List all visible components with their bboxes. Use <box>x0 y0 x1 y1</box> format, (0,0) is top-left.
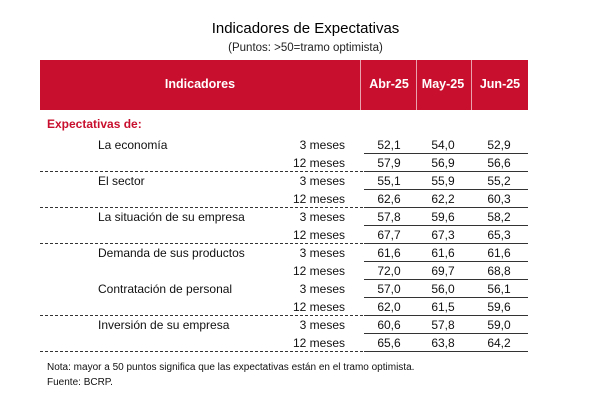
cell-value: 61,5 <box>431 300 455 314</box>
cell-value: 59,0 <box>487 318 511 332</box>
table-row: 12 meses 67,7 67,3 65,3 <box>40 226 528 244</box>
footnote: Nota: mayor a 50 puntos significa que la… <box>47 362 415 373</box>
table-group: La economía 3 meses 52,1 54,0 52,9 12 meses 57… <box>40 136 528 172</box>
table-group: Contratación de personal 3 meses 57,0 56,0 5… <box>40 280 528 316</box>
cell-underline <box>364 279 528 280</box>
cell-value: 56,1 <box>487 282 511 296</box>
row-horizon: 12 meses <box>292 156 345 170</box>
table-row: 12 meses 57,9 56,9 56,6 <box>40 154 528 172</box>
group-divider <box>40 243 528 244</box>
cell-underline <box>364 153 528 154</box>
expectations-table: Indicadores Abr-25 May-25 Jun-25 Expecta… <box>40 60 528 352</box>
cell-value: 62,6 <box>377 192 401 206</box>
row-horizon: 12 meses <box>292 336 345 350</box>
header-col-may: May-25 <box>421 77 465 91</box>
table-row: El sector 3 meses 55,1 55,9 55,2 <box>40 172 528 190</box>
cell-underline <box>364 261 528 262</box>
cell-underline <box>364 189 528 190</box>
cell-value: 59,6 <box>487 300 511 314</box>
cell-value: 60,6 <box>377 318 401 332</box>
table-row: 12 meses 62,6 62,2 60,3 <box>40 190 528 208</box>
cell-value: 58,2 <box>487 210 511 224</box>
row-horizon: 3 meses <box>299 174 345 188</box>
cell-value: 57,8 <box>431 318 455 332</box>
cell-value: 62,0 <box>377 300 401 314</box>
cell-value: 65,6 <box>377 336 401 350</box>
cell-value: 60,3 <box>487 192 511 206</box>
table-row: La situación de su empresa 3 meses 57,8 59,… <box>40 208 528 226</box>
table-header: Indicadores Abr-25 May-25 Jun-25 <box>40 60 528 110</box>
table-row: Inversión de su empresa 3 meses 60,6 57,8 59… <box>40 316 528 334</box>
cell-value: 69,7 <box>431 264 455 278</box>
row-horizon: 3 meses <box>299 318 345 332</box>
cell-value: 61,6 <box>431 246 455 260</box>
cell-value: 67,7 <box>377 228 401 242</box>
cell-value: 64,2 <box>487 336 511 350</box>
header-indicadores: Indicadores <box>164 77 236 91</box>
group-divider <box>40 171 528 172</box>
section-label: Expectativas de: <box>47 117 142 131</box>
cell-value: 68,8 <box>487 264 511 278</box>
cell-value: 55,9 <box>431 174 455 188</box>
table-row: 12 meses 62,0 61,5 59,6 <box>40 298 528 316</box>
source-note: Fuente: BCRP. <box>47 377 113 388</box>
row-label: Contratación de personal <box>98 282 233 296</box>
header-col-abr: Abr-25 <box>369 77 409 91</box>
table-row: 12 meses 65,6 63,8 64,2 <box>40 334 528 352</box>
header-divider <box>471 60 472 110</box>
cell-value: 55,1 <box>377 174 401 188</box>
cell-underline <box>364 225 528 226</box>
cell-value: 56,0 <box>431 282 455 296</box>
cell-value: 61,6 <box>487 246 511 260</box>
row-label: Demanda de sus productos <box>98 246 245 260</box>
row-horizon: 3 meses <box>299 138 345 152</box>
page-subtitle: (Puntos: >50=tramo optimista) <box>228 42 383 54</box>
row-horizon: 12 meses <box>292 300 345 314</box>
row-label: La situación de su empresa <box>98 210 245 224</box>
row-horizon: 3 meses <box>299 246 345 260</box>
cell-value: 57,0 <box>377 282 401 296</box>
table-group: Inversión de su empresa 3 meses 60,6 57,8 59… <box>40 316 528 352</box>
cell-value: 56,9 <box>431 156 455 170</box>
table-group: Demanda de sus productos 3 meses 61,6 61,6 6… <box>40 244 528 280</box>
row-horizon: 12 meses <box>292 228 345 242</box>
cell-value: 52,1 <box>377 138 401 152</box>
cell-value: 62,2 <box>431 192 455 206</box>
row-label: La economía <box>98 138 168 152</box>
cell-underline <box>364 297 528 298</box>
header-divider <box>360 60 361 110</box>
table-row: Contratación de personal 3 meses 57,0 56,0 5… <box>40 280 528 298</box>
cell-value: 57,9 <box>377 156 401 170</box>
table-row: La economía 3 meses 52,1 54,0 52,9 <box>40 136 528 154</box>
header-divider <box>416 60 417 110</box>
table-group: El sector 3 meses 55,1 55,9 55,2 12 meses 62,6… <box>40 172 528 208</box>
group-divider <box>40 315 528 316</box>
cell-value: 56,6 <box>487 156 511 170</box>
row-label: El sector <box>98 174 145 188</box>
table-row: 12 meses 72,0 69,7 68,8 <box>40 262 528 280</box>
cell-value: 72,0 <box>377 264 401 278</box>
row-horizon: 12 meses <box>292 264 345 278</box>
cell-value: 55,2 <box>487 174 511 188</box>
cell-value: 67,3 <box>431 228 455 242</box>
row-horizon: 3 meses <box>299 210 345 224</box>
group-divider <box>40 351 528 352</box>
cell-underline <box>364 333 528 334</box>
row-horizon: 3 meses <box>299 282 345 296</box>
table-group: La situación de su empresa 3 meses 57,8 59,… <box>40 208 528 244</box>
row-horizon: 12 meses <box>292 192 345 206</box>
cell-value: 59,6 <box>431 210 455 224</box>
cell-value: 63,8 <box>431 336 455 350</box>
row-label: Inversión de su empresa <box>98 318 230 332</box>
header-col-jun: Jun-25 <box>479 77 521 91</box>
page-title: Indicadores de Expectativas <box>211 20 400 37</box>
group-divider <box>40 207 528 208</box>
table-row: Demanda de sus productos 3 meses 61,6 61,6 6… <box>40 244 528 262</box>
cell-value: 65,3 <box>487 228 511 242</box>
cell-value: 52,9 <box>487 138 511 152</box>
cell-value: 54,0 <box>431 138 455 152</box>
cell-value: 61,6 <box>377 246 401 260</box>
cell-value: 57,8 <box>377 210 401 224</box>
